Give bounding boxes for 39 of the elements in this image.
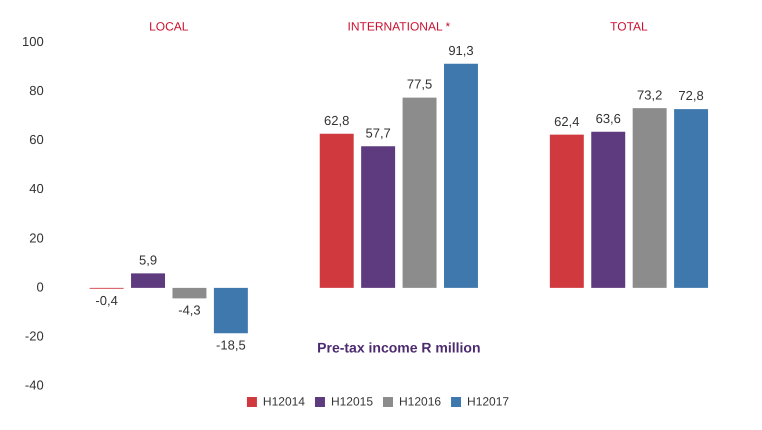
bar <box>674 109 708 288</box>
data-label: 5,9 <box>138 252 158 268</box>
data-label: 63,6 <box>596 110 621 126</box>
data-label: 72,8 <box>678 88 704 104</box>
bar <box>172 288 206 298</box>
legend-label: H12015 <box>330 394 374 408</box>
data-label: 91,3 <box>448 42 474 58</box>
bar <box>320 134 354 288</box>
y-tick-label: 40 <box>29 181 44 196</box>
data-label: -18,5 <box>216 337 246 352</box>
y-tick-label: 100 <box>22 34 44 49</box>
legend-label: H12017 <box>467 394 510 408</box>
legend-label: H12014 <box>262 394 306 408</box>
data-label: 57,7 <box>365 125 391 140</box>
data-label: 73,2 <box>637 87 662 102</box>
data-label: 62,8 <box>324 112 350 128</box>
bar <box>214 288 248 334</box>
y-tick-label: 20 <box>29 230 44 246</box>
y-tick-label: -20 <box>24 328 44 344</box>
x-tick-label: LOCAL <box>149 20 189 34</box>
legend-label: H12016 <box>399 394 442 408</box>
bar <box>131 273 166 288</box>
data-label: -4,3 <box>178 302 201 318</box>
bar <box>550 134 584 288</box>
data-label: -0,4 <box>95 292 118 308</box>
bar <box>632 108 667 288</box>
bar <box>591 132 626 288</box>
x-tick-label: INTERNATIONAL * <box>348 20 451 34</box>
bar <box>361 146 396 288</box>
y-tick-label: 80 <box>29 83 44 98</box>
x-axis-title: Pre-tax income R million <box>317 340 481 356</box>
data-label: 62,4 <box>554 114 580 129</box>
y-tick-label: 0 <box>36 279 44 294</box>
bar <box>402 98 437 288</box>
y-tick-label: -40 <box>24 378 44 393</box>
y-tick-label: 60 <box>29 132 44 148</box>
x-tick-label: TOTAL <box>610 20 648 34</box>
data-label: 77,5 <box>406 76 432 92</box>
bar <box>444 64 478 288</box>
